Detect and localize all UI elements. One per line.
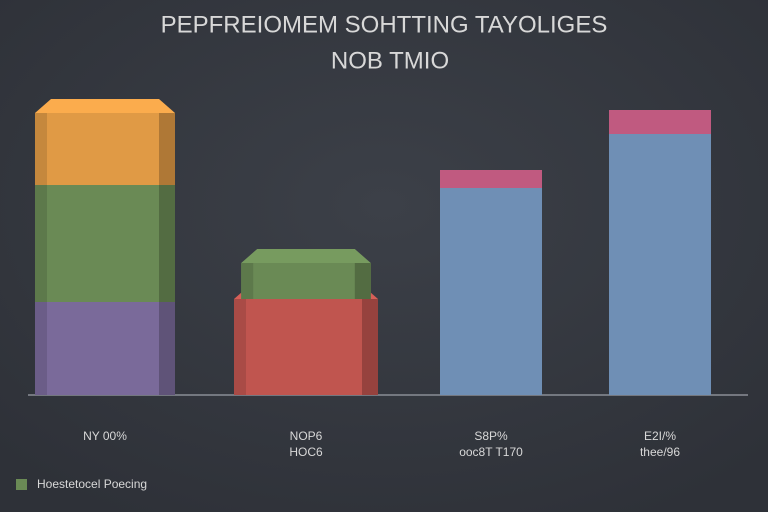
bar-face [35, 113, 47, 185]
bar-face [241, 263, 371, 299]
x-tick-sublabel: thee/96 [640, 445, 680, 459]
bar-face [234, 299, 378, 395]
bar-face [35, 185, 175, 302]
bar-face [234, 299, 246, 395]
bar-segment [609, 110, 711, 134]
bar-segment [609, 134, 711, 395]
chart-title: PEPFREIOMEM SOHTTING TAYOLIGES [161, 11, 608, 38]
legend-swatch [16, 479, 27, 490]
bar-face [35, 185, 47, 302]
bar-segment [35, 99, 175, 185]
x-tick-sublabel: HOC6 [289, 445, 323, 459]
bar-face [35, 99, 175, 113]
bar-face [35, 302, 175, 395]
bar-face [35, 302, 47, 395]
legend-label: Hoestetocel Poecing [37, 477, 147, 491]
bar-face [159, 185, 175, 302]
x-tick-label: E2I/% [644, 429, 676, 443]
bar-face [440, 170, 542, 188]
bar-face [35, 113, 175, 185]
bar-face [609, 134, 711, 395]
bar-face [159, 302, 175, 395]
bar-segment [234, 285, 378, 395]
bar-face [440, 188, 542, 395]
bar-face [241, 249, 371, 263]
bar-face [362, 299, 378, 395]
bar-face [354, 263, 371, 299]
x-tick-label: NY 00% [83, 429, 127, 443]
bar-face [241, 263, 254, 299]
bar-segment [35, 171, 175, 302]
x-tick-label: NOP6 [290, 429, 323, 443]
x-tick-sublabel: ooc8T T170 [459, 445, 523, 459]
bar-face [609, 110, 711, 134]
bar-segment [35, 288, 175, 395]
bar-face [159, 113, 175, 185]
bar-segment [440, 170, 542, 188]
chart-subtitle: NOB TMIO [331, 47, 449, 74]
bar-segment [440, 188, 542, 395]
x-tick-label: S8P% [474, 429, 508, 443]
bar-segment [241, 249, 371, 299]
